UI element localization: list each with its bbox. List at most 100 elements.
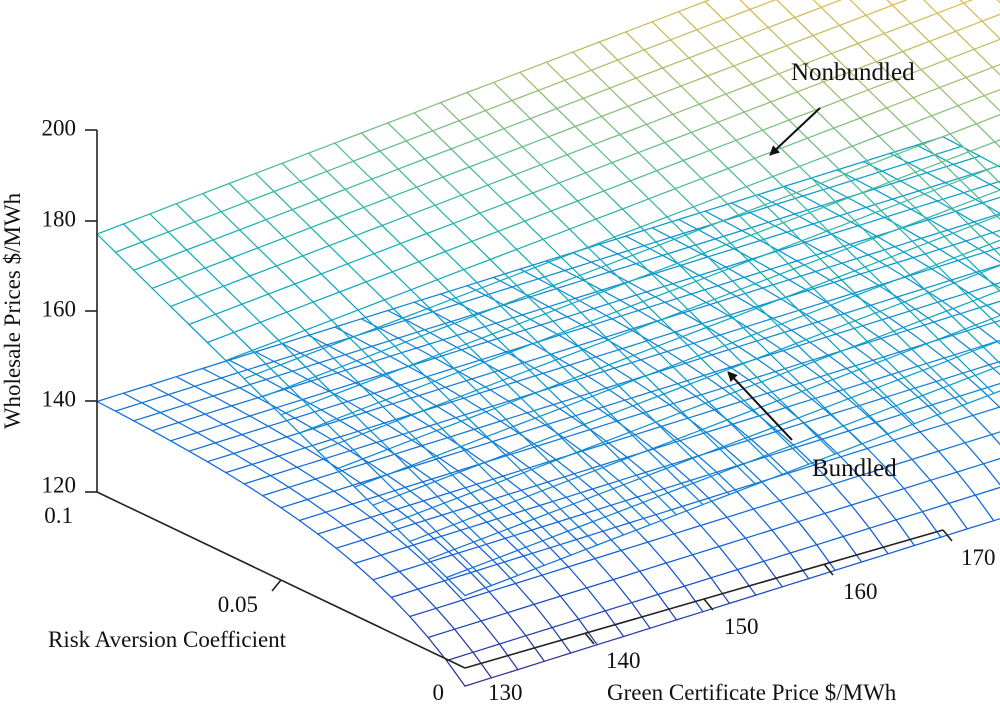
mesh-line	[716, 471, 736, 491]
mesh-line	[636, 488, 665, 498]
mesh-line	[412, 457, 441, 468]
mesh-line	[334, 142, 354, 162]
mesh-line	[491, 432, 520, 443]
x-tick-150	[703, 598, 714, 611]
mesh-line	[597, 292, 618, 313]
mesh-line	[370, 430, 390, 450]
mesh-line	[220, 211, 241, 231]
mesh-line	[196, 423, 225, 434]
mesh-line	[578, 526, 598, 546]
mesh-line	[806, 137, 827, 157]
mesh-line	[658, 362, 687, 373]
mesh-line	[497, 370, 518, 383]
x-tick-160	[823, 563, 834, 576]
mesh-line	[133, 259, 161, 271]
mesh-line	[288, 386, 309, 406]
mesh-line	[821, 438, 842, 458]
mesh-line	[440, 101, 460, 122]
mesh-line	[228, 359, 249, 371]
mesh-line	[809, 201, 837, 214]
mesh-line	[784, 286, 813, 298]
mesh-line	[473, 305, 502, 317]
mesh-line	[801, 354, 829, 364]
mesh-line	[373, 392, 394, 405]
mesh-line	[788, 270, 817, 281]
mesh-line	[725, 83, 753, 95]
mesh-line	[743, 101, 772, 113]
mesh-line	[114, 402, 143, 412]
mesh-line	[733, 248, 753, 260]
mesh-line	[565, 488, 594, 498]
mesh-line	[528, 369, 549, 389]
mesh-line	[438, 353, 459, 373]
mesh-line	[962, 364, 990, 374]
mesh-line	[177, 277, 198, 297]
mesh-line	[455, 417, 475, 431]
mesh-line	[896, 143, 925, 155]
mesh-line	[929, 356, 958, 369]
mesh-line	[336, 216, 357, 237]
mesh-line	[864, 373, 893, 384]
mesh-line	[643, 39, 672, 51]
mesh-line	[607, 434, 636, 444]
mesh-line	[718, 437, 747, 449]
mesh-line	[805, 483, 834, 494]
mesh-line	[677, 210, 706, 221]
mesh-line	[206, 461, 227, 474]
mesh-line	[676, 374, 705, 385]
mesh-line	[619, 133, 640, 154]
mesh-line	[673, 429, 702, 441]
mesh-line	[617, 253, 637, 265]
mesh-line	[499, 412, 528, 422]
mesh-line	[841, 254, 869, 264]
mesh-line	[430, 470, 459, 480]
mesh-line	[265, 370, 294, 381]
mesh-line	[359, 383, 380, 404]
mesh-line	[944, 181, 965, 194]
mesh-line	[722, 8, 751, 21]
mesh-line	[661, 57, 690, 69]
mesh-line	[653, 272, 674, 285]
mesh-line	[582, 271, 611, 281]
mesh-line	[415, 347, 436, 359]
mesh-line	[656, 159, 684, 172]
mesh-line	[821, 322, 850, 334]
mesh-line	[286, 301, 314, 313]
mesh-line	[921, 394, 942, 415]
mesh-line	[891, 198, 912, 210]
mesh-line	[650, 383, 679, 393]
mesh-line	[959, 0, 965, 4]
mesh-line	[402, 425, 430, 435]
mesh-line	[698, 93, 727, 105]
mesh-line	[922, 143, 943, 163]
mesh-line	[379, 150, 399, 170]
mesh-line	[458, 109, 487, 122]
mesh-line	[503, 304, 523, 316]
mesh-line	[169, 431, 198, 442]
mesh-line	[794, 16, 814, 37]
mesh-line	[621, 347, 642, 361]
mesh-line	[510, 341, 538, 353]
mesh-line	[517, 660, 545, 671]
mesh-line	[330, 430, 359, 441]
mesh-line	[499, 295, 528, 307]
mesh-line	[534, 392, 555, 406]
mesh-line	[594, 557, 614, 581]
mesh-line	[895, 511, 924, 521]
x-tick-label-130: 130	[488, 680, 523, 705]
mesh-line	[575, 451, 596, 472]
mesh-line	[841, 89, 869, 101]
mesh-line	[583, 512, 604, 532]
mesh-line	[859, 107, 888, 119]
mesh-line	[801, 230, 829, 242]
mesh-line	[344, 178, 373, 190]
mesh-line	[696, 29, 717, 49]
mesh-line	[635, 67, 664, 79]
mesh-line	[603, 328, 632, 339]
mesh-line	[372, 504, 393, 524]
mesh-line	[514, 500, 535, 520]
mesh-line	[522, 461, 551, 474]
mesh-line	[523, 210, 552, 222]
mesh-line	[291, 198, 320, 211]
mesh-line	[750, 438, 771, 457]
